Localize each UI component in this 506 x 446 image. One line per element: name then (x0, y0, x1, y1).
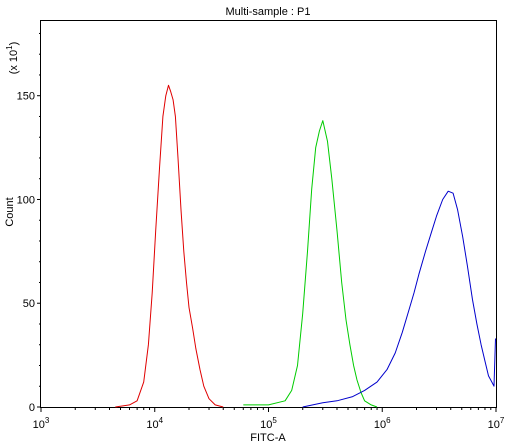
y-tick-label: 50 (23, 298, 35, 310)
x-tick-label: 104 (146, 416, 163, 431)
series-line-2 (243, 120, 378, 408)
x-axis-label: FITC-A (250, 432, 286, 444)
y-tick-label: 150 (17, 91, 35, 103)
y-multiplier-suffix: ) (8, 42, 20, 46)
y-tick-label: 100 (17, 194, 35, 206)
x-tick-label: 106 (374, 416, 391, 431)
y-multiplier-label: (x 101) (5, 42, 20, 75)
y-axis-ticks: 0 50 100 150 (17, 32, 41, 414)
y-multiplier-exp: 1 (5, 45, 14, 50)
svg-text:(x 101): (x 101) (5, 42, 20, 75)
x-tick-label: 105 (260, 416, 277, 431)
x-tick-label: 103 (33, 416, 50, 431)
x-tick-label: 107 (488, 416, 505, 431)
plot-frame (40, 20, 497, 408)
y-tick-label: 0 (29, 402, 35, 414)
y-multiplier-prefix: (x 10 (8, 50, 20, 74)
chart-title: Multi-sample : P1 (226, 6, 311, 18)
series-layer (115, 84, 496, 408)
y-axis-label: Count (4, 197, 16, 226)
series-line-1 (115, 84, 224, 408)
x-axis-ticks: 103 104 105 106 107 (33, 407, 505, 431)
series-line-3 (302, 190, 496, 408)
